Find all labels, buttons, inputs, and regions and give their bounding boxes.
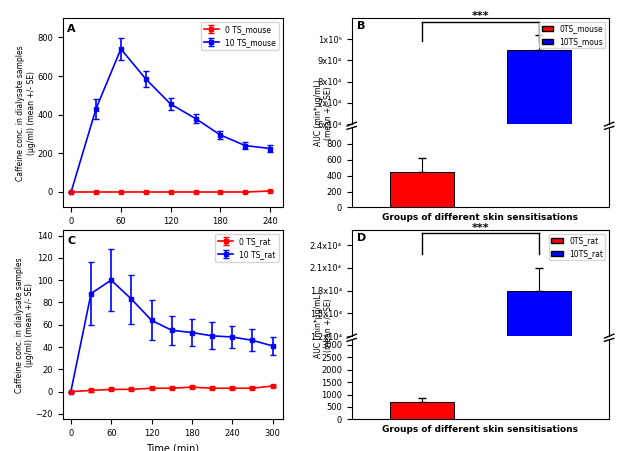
X-axis label: Groups of different skin sensitisations: Groups of different skin sensitisations <box>382 425 578 434</box>
Text: C: C <box>67 236 75 246</box>
Text: A: A <box>67 24 76 34</box>
Legend: 0 TS_mouse, 10 TS_mouse: 0 TS_mouse, 10 TS_mouse <box>200 22 279 50</box>
X-axis label: Time (min): Time (min) <box>146 444 199 451</box>
Text: B: B <box>357 21 365 31</box>
Bar <box>507 290 571 427</box>
Text: ***: *** <box>472 223 489 233</box>
X-axis label: Groups of different skin sensitisations: Groups of different skin sensitisations <box>382 213 578 222</box>
Y-axis label: Caffeine conc. in dialysate samples
(μg/ml) (mean +/- SE): Caffeine conc. in dialysate samples (μg/… <box>16 45 36 180</box>
Bar <box>390 402 454 419</box>
X-axis label: Time (min): Time (min) <box>146 232 199 242</box>
Bar <box>390 172 454 207</box>
Legend: 0 TS_rat, 10 TS_rat: 0 TS_rat, 10 TS_rat <box>215 234 279 262</box>
Text: ***: *** <box>472 11 489 21</box>
Legend: 0TS_mouse, 10TS_mous: 0TS_mouse, 10TS_mous <box>539 22 605 48</box>
Legend: 0TS_rat, 10TS_rat: 0TS_rat, 10TS_rat <box>550 234 605 260</box>
Bar <box>507 50 571 251</box>
Text: AUC (min*μg/mL)
(mean +/- SE): AUC (min*μg/mL) (mean +/- SE) <box>314 291 333 358</box>
Text: AUC (min*μg/mL)
(mean +/- SE): AUC (min*μg/mL) (mean +/- SE) <box>314 79 333 146</box>
Text: D: D <box>357 233 366 243</box>
Y-axis label: Caffeine conc. in dialysate samples
(μg/ml) (mean +/- SE): Caffeine conc. in dialysate samples (μg/… <box>15 257 34 392</box>
